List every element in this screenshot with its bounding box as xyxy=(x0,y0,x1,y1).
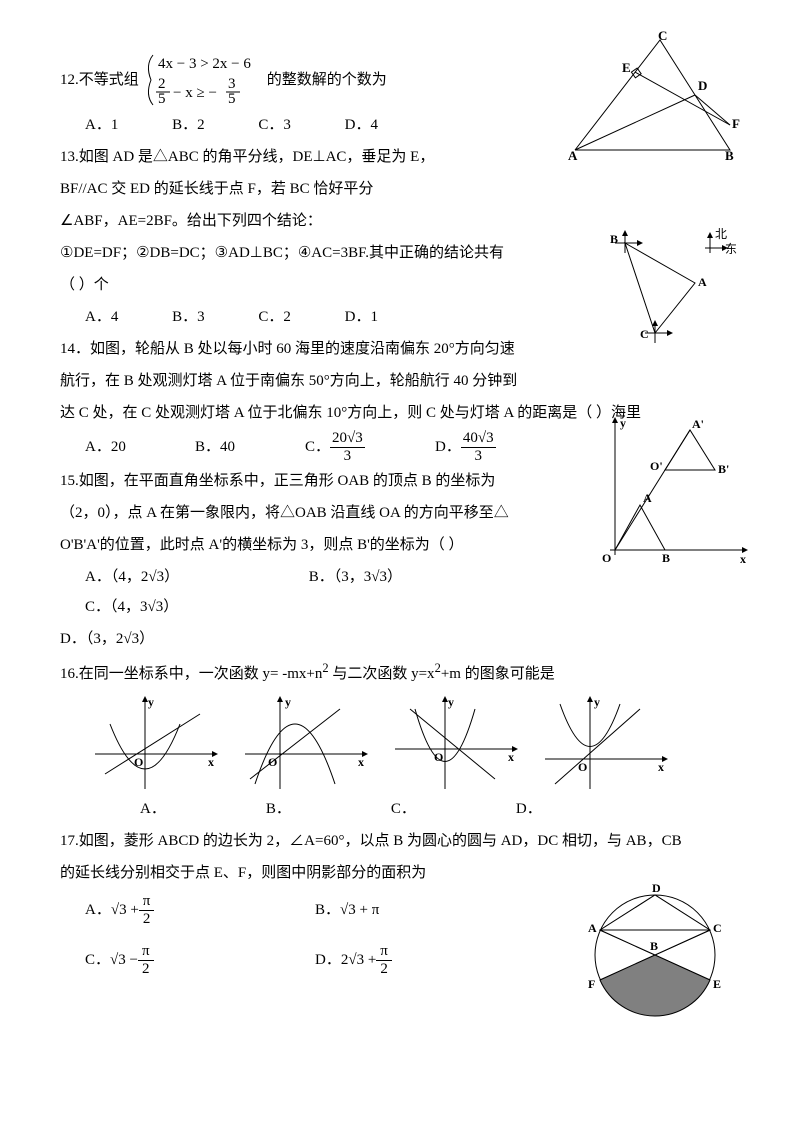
q15-l3: O'B'A'的位置，此时点 A'的横坐标为 3，则点 B'的坐标为（ ） xyxy=(60,530,740,560)
svg-text:x: x xyxy=(658,760,664,774)
q16-opt-b: B． xyxy=(266,794,291,824)
q17-opt-c: C．√3 − π 2 xyxy=(85,943,315,977)
svg-text:北: 北 xyxy=(715,228,727,241)
q15-opt-b: B．（3，3√3） xyxy=(309,562,479,592)
q17-opt-b: B．√3 + π xyxy=(315,895,515,925)
q14: 14．如图，轮船从 B 处以每小时 60 海里的速度沿南偏东 20°方向匀速 航… xyxy=(60,334,740,464)
svg-text:O: O xyxy=(578,760,587,774)
svg-text:C: C xyxy=(713,921,722,935)
brace-system: 4x − 3 > 2x − 6 25 − x ≥ − 3 5 xyxy=(143,50,263,110)
q12-opt-b: B．2 xyxy=(172,110,205,140)
svg-text:D: D xyxy=(652,881,661,895)
svg-text:F: F xyxy=(588,977,595,991)
svg-text:O: O xyxy=(134,755,143,769)
q14-opt-a: A．20 xyxy=(85,432,195,462)
q15: 15.如图，在平面直角坐标系中，正三角形 OAB 的顶点 B 的坐标为 （2，0… xyxy=(60,466,740,654)
q17-l1: 17.如图，菱形 ABCD 的边长为 2，∠A=60°，以点 B 为圆心的圆与 … xyxy=(60,826,740,856)
q14-options: A．20 B．40 C． 20√3 3 D． 40√3 3 xyxy=(85,430,740,464)
q12-opt-c: C．3 xyxy=(258,110,291,140)
q12: 12.不等式组 4x − 3 > 2x − 6 25 − x ≥ − 3 5 的… xyxy=(60,50,740,140)
q15-opt-a: A．（4，2√3） xyxy=(85,562,255,592)
svg-text:F: F xyxy=(732,116,740,131)
svg-text:y: y xyxy=(448,695,454,709)
q13: 13.如图 AD 是△ABC 的角平分线，DE⊥AC，垂足为 E， BF//AC… xyxy=(60,142,740,332)
q15-l1: 15.如图，在平面直角坐标系中，正三角形 OAB 的顶点 B 的坐标为 xyxy=(60,466,740,496)
svg-text:y: y xyxy=(285,695,291,709)
svg-text:3: 3 xyxy=(228,76,236,92)
q16-l1: 16.在同一坐标系中，一次函数 y= -mx+n2 与二次函数 y=x2+m 的… xyxy=(60,656,740,689)
q13-opt-a: A．4 xyxy=(85,302,118,332)
svg-text:A: A xyxy=(698,275,707,289)
q16-opt-c: C． xyxy=(391,794,416,824)
q13-opt-c: C．2 xyxy=(258,302,291,332)
q16-graphs: y x O y x O y x O xyxy=(90,694,740,794)
q14-opt-c: C． 20√3 3 xyxy=(305,430,435,464)
q16-graph-a: y x O xyxy=(90,694,220,794)
q13-l1: 13.如图 AD 是△ABC 的角平分线，DE⊥AC，垂足为 E， xyxy=(60,142,740,172)
svg-text:东: 东 xyxy=(725,242,737,256)
q16-opt-d: D． xyxy=(516,794,542,824)
q16-opt-a: A． xyxy=(140,794,166,824)
svg-text:5: 5 xyxy=(228,91,236,107)
q14-l1: 14．如图，轮船从 B 处以每小时 60 海里的速度沿南偏东 20°方向匀速 xyxy=(60,334,740,364)
q13-l4: ①DE=DF；②DB=DC；③AD⊥BC；④AC=3BF.其中正确的结论共有 xyxy=(60,245,504,261)
svg-text:O: O xyxy=(268,755,277,769)
q15-options-row1: A．（4，2√3） B．（3，3√3） C．（4，3√3） xyxy=(85,562,740,622)
q14-opt-b: B．40 xyxy=(195,432,305,462)
q14-figure: B A C 北 东 xyxy=(610,228,740,348)
svg-text:A: A xyxy=(588,921,597,935)
sys-top: 4x − 3 > 2x − 6 xyxy=(158,56,251,72)
svg-text:A': A' xyxy=(692,417,704,431)
q12-opt-a: A．1 xyxy=(85,110,118,140)
svg-text:x: x xyxy=(740,552,746,565)
svg-text:B: B xyxy=(650,939,658,953)
q14-l2: 航行，在 B 处观测灯塔 A 位于南偏东 50°方向上，轮船航行 40 分钟到 xyxy=(60,366,740,396)
q16-options: A． B． C． D． xyxy=(140,794,740,824)
q15-l2: （2，0），点 A 在第一象限内，将△OAB 沿直线 OA 的方向平移至△ xyxy=(60,498,740,528)
svg-text:y: y xyxy=(620,416,626,430)
q17-opt-a: A．√3 + π 2 xyxy=(85,893,315,927)
q12-opt-d: D．4 xyxy=(345,110,378,140)
svg-text:C: C xyxy=(658,30,667,43)
q16-graph-b: y x O xyxy=(240,694,370,794)
svg-text:x: x xyxy=(208,755,214,769)
q13-l2: BF//AC 交 ED 的延长线于点 F，若 BC 恰好平分 xyxy=(60,174,740,204)
svg-text:y: y xyxy=(594,695,600,709)
svg-text:E: E xyxy=(713,977,721,991)
q16-graph-c: y x O xyxy=(390,694,520,794)
svg-text:x: x xyxy=(358,755,364,769)
svg-text:E: E xyxy=(622,60,631,75)
q15-opt-d: D．（3，2√3） xyxy=(60,624,740,654)
q16: 16.在同一坐标系中，一次函数 y= -mx+n2 与二次函数 y=x2+m 的… xyxy=(60,656,740,824)
q15-opt-c: C．（4，3√3） xyxy=(85,592,255,622)
svg-text:O: O xyxy=(434,750,443,764)
q13-opt-b: B．3 xyxy=(172,302,205,332)
q17: 17.如图，菱形 ABCD 的边长为 2，∠A=60°，以点 B 为圆心的圆与 … xyxy=(60,826,740,980)
q16-graph-d: y x O xyxy=(540,694,670,794)
q17-figure: A D C B E F xyxy=(570,880,740,1030)
q12-prefix: 12.不等式组 xyxy=(60,65,139,95)
q17-opt-d: D．2√3 + π 2 xyxy=(315,943,515,977)
svg-text:− x ≥ −: − x ≥ − xyxy=(173,85,217,101)
q12-suffix: 的整数解的个数为 xyxy=(267,65,387,95)
q13-opt-d: D．1 xyxy=(345,302,378,332)
svg-text:B: B xyxy=(610,232,618,246)
svg-text:D: D xyxy=(698,78,707,93)
svg-text:x: x xyxy=(508,750,514,764)
svg-text:y: y xyxy=(148,695,154,709)
q14-opt-d: D． 40√3 3 xyxy=(435,430,565,464)
